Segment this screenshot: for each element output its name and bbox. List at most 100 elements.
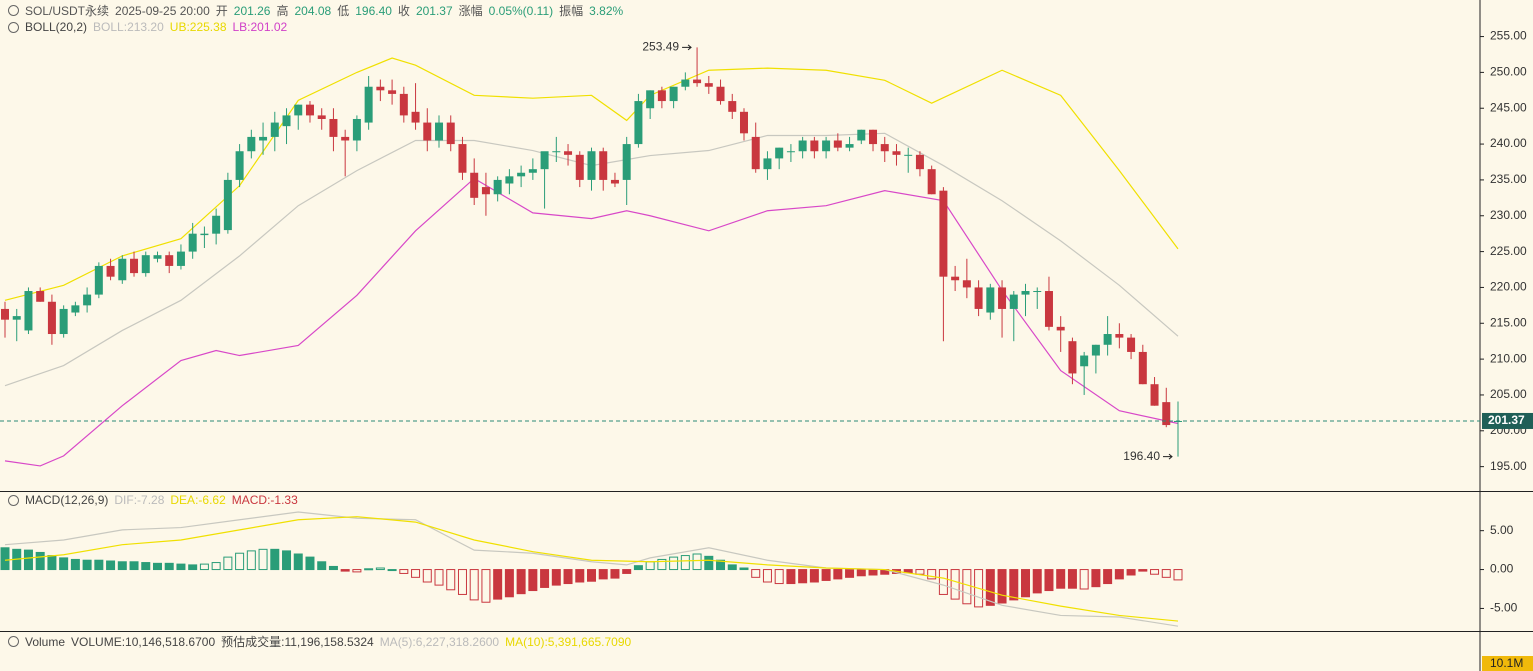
y-tick-label: 235.00 (1490, 172, 1527, 186)
macd-bar (751, 569, 761, 578)
candle-body (575, 154, 584, 180)
candle-body (481, 187, 490, 195)
candle-body (810, 140, 819, 152)
macd-bar (692, 553, 702, 571)
macd-bar (1056, 569, 1066, 589)
macd-bar (809, 569, 819, 583)
toggle-icon[interactable] (8, 21, 19, 33)
legend-text: BOLL(20,2) (25, 20, 88, 34)
macd-bar (446, 569, 456, 591)
candle-body (552, 151, 561, 153)
candle-body (974, 287, 983, 309)
macd-bar (199, 563, 209, 571)
volume-axis-tag: 10.1M (1490, 656, 1523, 670)
y-tick-label: 250.00 (1490, 65, 1527, 79)
candle-body (71, 305, 80, 313)
candle-body (904, 154, 913, 156)
candle-body (376, 86, 385, 91)
macd-bar (270, 548, 280, 571)
toggle-icon[interactable] (8, 494, 19, 506)
macd-bar (293, 553, 303, 571)
last-price-tag: 201.37 (1488, 413, 1525, 427)
candle-body (728, 101, 737, 112)
candle-body (739, 111, 748, 134)
macd-bar (504, 569, 514, 598)
macd-bar (129, 561, 139, 571)
candle-body (435, 122, 444, 141)
candle-body (857, 129, 866, 141)
toggle-icon[interactable] (8, 636, 19, 647)
macd-bar (0, 547, 10, 571)
macd-bar (305, 556, 315, 571)
candle-body (282, 115, 291, 127)
y-tick-label: 205.00 (1490, 387, 1527, 401)
macd-legend: MACD(12,26,9) DIF:-7.28 DEA:-6.62 MACD:-1.3… (8, 493, 298, 507)
candle-body (305, 104, 314, 116)
y-tick-label: 5.00 (1490, 523, 1514, 537)
macd-bar (328, 565, 338, 571)
candle-body (141, 255, 150, 274)
macd-bar (1032, 569, 1042, 594)
legend-text: 201.37 (415, 3, 453, 18)
macd-bar (1009, 569, 1019, 601)
indicator-line (4, 177, 1179, 467)
legend-text: 204.08 (294, 3, 332, 18)
macd-bar (35, 551, 45, 571)
macd-bar (364, 568, 374, 571)
macd-bar (739, 567, 749, 571)
macd-bar (258, 548, 268, 571)
candle-body (669, 86, 678, 102)
legend-text: 201.26 (233, 3, 271, 18)
legend-text: 涨幅 (458, 4, 483, 18)
candle-body (634, 101, 643, 145)
macd-bar (833, 569, 843, 580)
macd-bar (493, 569, 503, 600)
macd-bar (868, 569, 878, 576)
candle-body (845, 144, 854, 148)
candle-body (188, 233, 197, 252)
macd-bar (1079, 569, 1089, 590)
legend-text: MACD:-1.33 (231, 493, 298, 507)
candle-body (951, 276, 960, 281)
candle-body (517, 172, 526, 177)
macd-bar (469, 569, 479, 601)
candle-body (24, 291, 33, 331)
macd-bar (1114, 569, 1124, 580)
last-price-tag-bg (1482, 412, 1533, 429)
macd-bar (856, 569, 866, 577)
macd-bar (59, 557, 69, 571)
candle-body (36, 291, 45, 302)
candle-body (1103, 334, 1112, 345)
candle-body (259, 136, 268, 141)
macd-bar (716, 559, 726, 571)
y-tick-label: 240.00 (1490, 136, 1527, 150)
macd-bar (821, 569, 831, 581)
macd-bar (704, 555, 714, 571)
candle-body (1127, 337, 1136, 352)
candle-body (775, 147, 784, 159)
macd-bar (141, 562, 151, 571)
candle-body (564, 151, 573, 155)
candle-body (1033, 291, 1042, 293)
macd-bar (235, 552, 245, 571)
candle-body (200, 233, 209, 236)
legend-text: 预估成交量:11,196,158.5324 (221, 635, 374, 649)
macd-bar (1067, 569, 1077, 589)
macd-bar (575, 569, 585, 583)
macd-bar (633, 565, 643, 571)
legend-text: Volume (25, 634, 66, 649)
candle-body (493, 179, 502, 195)
legend-text: 低 (337, 4, 350, 18)
macd-bar (540, 569, 550, 588)
toggle-icon[interactable] (8, 5, 19, 16)
candle-body (94, 265, 103, 295)
macd-bar (985, 569, 995, 606)
legend-text: 开 (215, 4, 228, 18)
macd-bar (188, 564, 198, 571)
candle-body (59, 308, 68, 335)
macd-bar (622, 569, 632, 574)
macd-bar (669, 556, 679, 571)
candle-body (176, 251, 185, 266)
macd-bar (516, 569, 526, 595)
candle-body (540, 151, 549, 170)
